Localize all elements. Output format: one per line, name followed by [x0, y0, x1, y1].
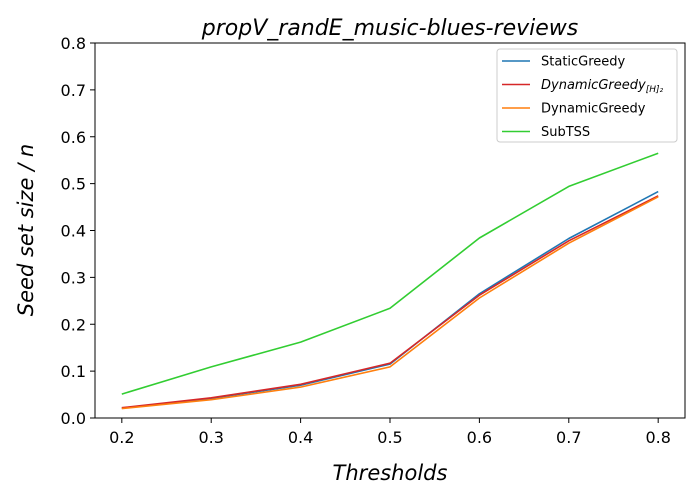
y-axis-label: Seed set size / n — [14, 144, 38, 316]
y-tick-label: 0.2 — [61, 315, 86, 334]
y-tick-label: 0.5 — [61, 175, 86, 194]
x-tick-label: 0.4 — [288, 428, 313, 447]
x-axis: 0.2 0.3 0.4 0.5 0.6 0.7 0.8 — [109, 418, 671, 447]
chart-title: propV_randE_music-blues-reviews — [201, 16, 578, 41]
y-tick-label: 0.6 — [61, 128, 86, 147]
series-line-4 — [121, 152, 659, 395]
legend-label: StaticGreedy — [541, 55, 626, 70]
legend-label: DynamicGreedy — [541, 102, 646, 117]
y-tick-label: 0.1 — [61, 362, 86, 381]
x-tick-label: 0.2 — [109, 428, 134, 447]
x-tick-label: 0.8 — [645, 428, 670, 447]
x-tick-label: 0.7 — [556, 428, 581, 447]
legend-box — [496, 48, 678, 143]
x-tick-label: 0.3 — [198, 428, 223, 447]
legend-label: SubTSS — [541, 125, 590, 140]
series-layer — [121, 152, 659, 410]
y-tick-label: 0.4 — [61, 222, 86, 241]
x-axis-label: Thresholds — [333, 461, 448, 485]
y-tick-label: 0.0 — [61, 409, 86, 428]
series-line-2 — [121, 195, 659, 409]
y-axis: 0.0 0.1 0.2 0.3 0.4 0.5 0.6 0.7 0.8 — [61, 34, 95, 428]
y-tick-label: 0.7 — [61, 81, 86, 100]
legend: StaticGreedy DynamicGreedy[H]₂ DynamicGree… — [496, 48, 678, 143]
x-tick-label: 0.5 — [377, 428, 402, 447]
y-tick-label: 0.8 — [61, 34, 86, 53]
series-line-3 — [121, 196, 659, 410]
legend-label: DynamicGreedy[H]₂ — [541, 78, 663, 95]
x-tick-label: 0.6 — [467, 428, 492, 447]
y-tick-label: 0.3 — [61, 268, 86, 287]
